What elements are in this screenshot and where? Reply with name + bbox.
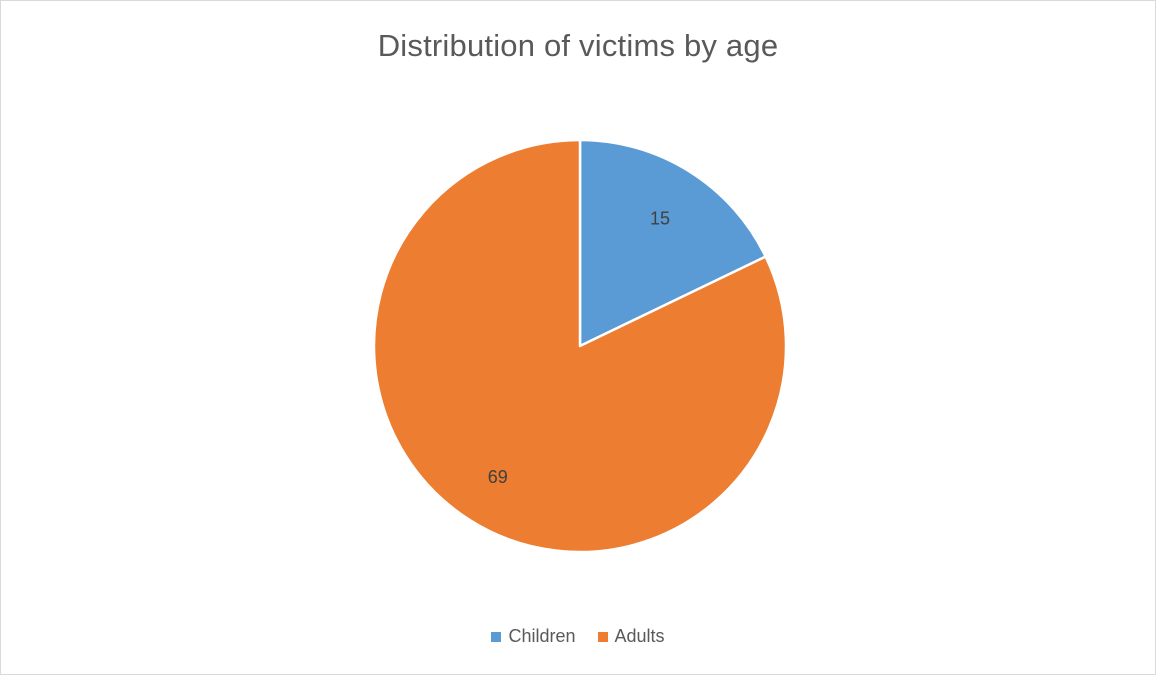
legend: Children Adults xyxy=(0,626,1156,647)
data-label-children: 15 xyxy=(650,209,670,229)
chart-title: Distribution of victims by age xyxy=(377,28,779,63)
legend-label-adults: Adults xyxy=(614,626,665,646)
legend-label-children: Children xyxy=(508,626,576,646)
legend-item-adults: Adults xyxy=(597,626,665,647)
pie-slice-adults xyxy=(372,138,788,554)
legend-item-children: Children xyxy=(491,626,576,647)
legend-swatch-children xyxy=(491,631,502,642)
data-label-adults: 69 xyxy=(488,467,508,487)
legend-swatch-adults xyxy=(597,631,608,642)
pie-slice-children xyxy=(578,138,767,348)
